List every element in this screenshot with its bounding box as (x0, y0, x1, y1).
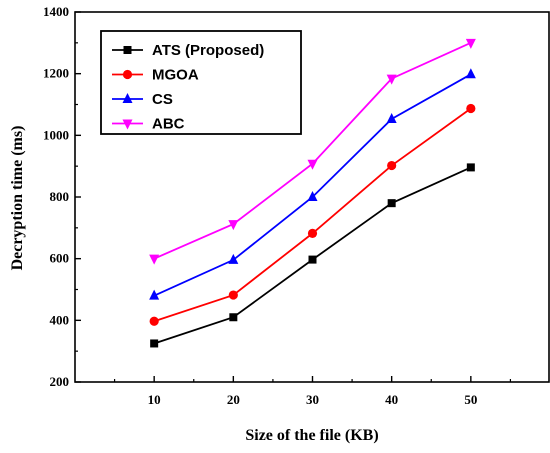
series-0 (150, 163, 475, 348)
x-tick-label: 50 (464, 392, 477, 407)
x-tick-label: 30 (306, 392, 319, 407)
x-tick-label: 10 (148, 392, 161, 407)
data-point (307, 159, 318, 170)
series-3 (149, 38, 476, 265)
y-tick-label: 1000 (43, 127, 69, 142)
legend-label: CS (152, 91, 173, 108)
data-point (387, 160, 397, 171)
legend-label: ABC (152, 116, 185, 133)
data-point (228, 290, 238, 300)
legend-marker (122, 119, 133, 130)
data-point (149, 316, 159, 326)
data-point (386, 74, 397, 85)
y-tick-label: 600 (50, 251, 70, 266)
data-point (307, 191, 318, 201)
y-tick-label: 400 (50, 312, 70, 327)
x-tick-label: 40 (385, 392, 398, 407)
data-point (308, 255, 317, 264)
data-point (228, 253, 239, 264)
legend-label: ATS (Proposed) (152, 42, 264, 59)
series-line (153, 107, 472, 323)
x-axis-title: Size of the file (KB) (245, 427, 378, 444)
data-point (150, 339, 159, 348)
legend-marker (123, 46, 132, 54)
x-tick-label: 20 (227, 392, 240, 407)
data-point (466, 103, 476, 114)
series-2 (149, 68, 476, 300)
y-tick-label: 200 (50, 374, 70, 389)
y-tick-label: 800 (50, 189, 70, 204)
y-tick-label: 1400 (43, 4, 69, 19)
data-point (228, 220, 239, 231)
axes: 200 400 600 800 1000 1200 1400 10 20 30 40 50 (43, 4, 550, 407)
series-group (149, 38, 476, 348)
legend-marker (122, 93, 133, 103)
data-point (465, 68, 476, 79)
data-point (386, 112, 397, 123)
legend-box (100, 30, 302, 135)
data-point (229, 313, 238, 322)
legend-marker (122, 69, 133, 80)
data-point (466, 163, 475, 172)
y-axis-title: Decryption time (ms) (9, 126, 26, 271)
legend-label: MGOA (152, 67, 199, 84)
series-1 (149, 103, 476, 326)
data-point (149, 254, 160, 265)
data-point (307, 228, 318, 238)
data-point (149, 289, 160, 300)
legend: ATS (Proposed) MGOA CS ABC (100, 30, 302, 135)
data-point (465, 38, 476, 49)
data-point (387, 199, 396, 208)
y-tick-label: 1200 (43, 66, 69, 81)
